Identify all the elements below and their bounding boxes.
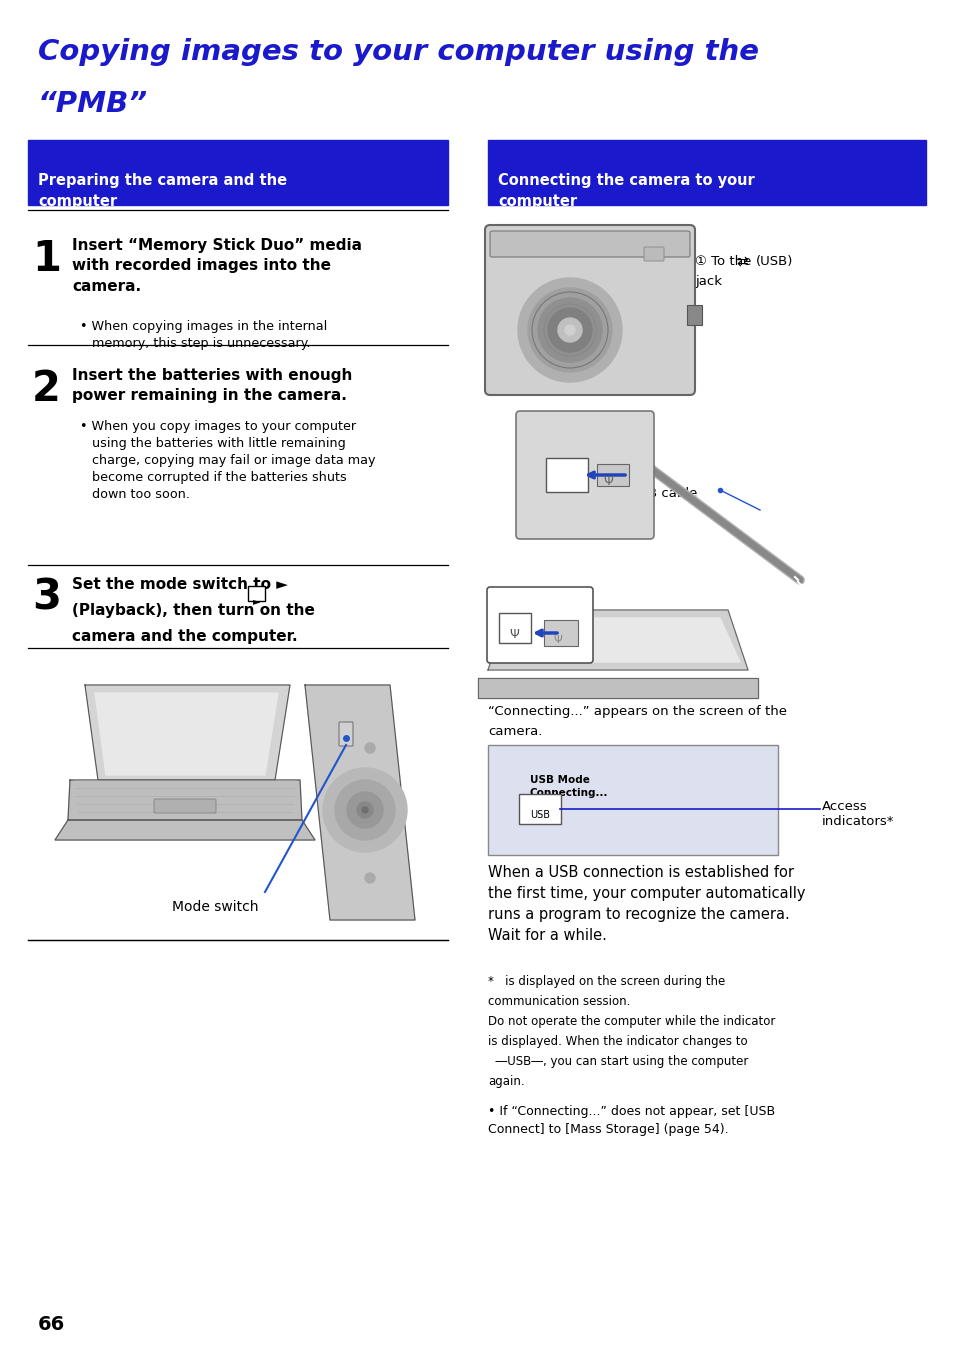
Polygon shape: [85, 685, 290, 780]
FancyBboxPatch shape: [488, 745, 778, 855]
Text: is displayed. When the indicator changes to: is displayed. When the indicator changes…: [488, 1035, 747, 1048]
Text: Access
indicators*: Access indicators*: [821, 801, 894, 828]
Circle shape: [361, 807, 368, 813]
Text: Do not operate the computer while the indicator: Do not operate the computer while the in…: [488, 1015, 775, 1029]
Text: Copying images to your computer using the: Copying images to your computer using th…: [38, 38, 759, 66]
Polygon shape: [305, 685, 415, 920]
Text: ―USB―, you can start using the computer: ―USB―, you can start using the computer: [488, 1054, 747, 1068]
Text: jack: jack: [695, 275, 721, 288]
FancyBboxPatch shape: [486, 588, 593, 664]
Text: Mode switch: Mode switch: [172, 900, 258, 915]
Text: Ψ: Ψ: [602, 475, 612, 489]
Circle shape: [365, 744, 375, 753]
Text: Insert the batteries with enough
power remaining in the camera.: Insert the batteries with enough power r…: [71, 368, 352, 403]
Text: (Playback), then turn on the: (Playback), then turn on the: [71, 603, 314, 617]
Text: again.: again.: [488, 1075, 524, 1088]
FancyBboxPatch shape: [248, 585, 265, 601]
FancyBboxPatch shape: [338, 722, 353, 746]
Text: Set the mode switch to ►: Set the mode switch to ►: [71, 577, 288, 592]
Polygon shape: [95, 693, 277, 775]
FancyBboxPatch shape: [516, 411, 654, 539]
Text: ⇄: ⇄: [735, 255, 747, 269]
Text: 2: 2: [32, 368, 61, 410]
Polygon shape: [55, 820, 314, 840]
Text: • When you copy images to your computer
   using the batteries with little remai: • When you copy images to your computer …: [80, 421, 375, 501]
FancyBboxPatch shape: [643, 247, 663, 261]
Polygon shape: [477, 678, 758, 697]
FancyBboxPatch shape: [543, 620, 578, 646]
FancyBboxPatch shape: [686, 305, 701, 324]
Circle shape: [365, 873, 375, 883]
FancyBboxPatch shape: [498, 613, 531, 643]
Circle shape: [335, 780, 395, 840]
Text: “PMB”: “PMB”: [38, 90, 148, 118]
Text: camera.: camera.: [488, 725, 542, 738]
Text: 66: 66: [38, 1315, 65, 1334]
Text: ② To a USB jack: ② To a USB jack: [619, 641, 724, 653]
Text: • When copying images in the internal
   memory, this step is unnecessary.: • When copying images in the internal me…: [80, 320, 327, 350]
Circle shape: [547, 308, 592, 351]
Text: Ψ: Ψ: [509, 628, 518, 641]
FancyBboxPatch shape: [545, 459, 587, 493]
Text: Ψ: Ψ: [553, 635, 561, 645]
Text: “Connecting...” appears on the screen of the: “Connecting...” appears on the screen of…: [488, 706, 786, 718]
FancyBboxPatch shape: [518, 794, 560, 824]
Text: • If “Connecting...” does not appear, set [USB: • If “Connecting...” does not appear, se…: [488, 1105, 774, 1118]
FancyBboxPatch shape: [153, 799, 215, 813]
Text: Preparing the camera and the
computer: Preparing the camera and the computer: [38, 172, 287, 209]
Circle shape: [356, 802, 373, 818]
Text: USB cable: USB cable: [629, 487, 697, 499]
Text: (USB): (USB): [755, 255, 793, 267]
Text: USB Mode
Connecting...: USB Mode Connecting...: [530, 775, 608, 798]
Circle shape: [527, 288, 612, 372]
Polygon shape: [499, 617, 740, 662]
Polygon shape: [488, 611, 747, 670]
Circle shape: [537, 299, 601, 362]
Circle shape: [564, 324, 575, 335]
Circle shape: [323, 768, 407, 852]
Bar: [28, 140, 448, 205]
Text: Insert “Memory Stick Duo” media
with recorded images into the
camera.: Insert “Memory Stick Duo” media with rec…: [71, 237, 361, 294]
Text: 3: 3: [32, 577, 61, 619]
Circle shape: [517, 278, 621, 383]
FancyBboxPatch shape: [484, 225, 695, 395]
Text: When a USB connection is established for
the first time, your computer automatic: When a USB connection is established for…: [488, 864, 804, 943]
FancyBboxPatch shape: [490, 231, 689, 256]
Polygon shape: [68, 780, 302, 820]
Text: 1: 1: [32, 237, 61, 280]
Text: Connecting the camera to your
computer: Connecting the camera to your computer: [497, 172, 754, 209]
Text: Connect] to [Mass Storage] (page 54).: Connect] to [Mass Storage] (page 54).: [488, 1124, 728, 1136]
FancyBboxPatch shape: [597, 464, 628, 486]
Text: ►: ►: [253, 596, 260, 607]
Text: ① To the: ① To the: [695, 255, 751, 267]
Text: communication session.: communication session.: [488, 995, 630, 1008]
Circle shape: [558, 318, 581, 342]
Text: camera and the computer.: camera and the computer.: [71, 630, 297, 645]
Circle shape: [347, 792, 382, 828]
Text: *   is displayed on the screen during the: * is displayed on the screen during the: [488, 974, 724, 988]
Bar: [488, 140, 925, 205]
Text: USB: USB: [530, 810, 550, 820]
